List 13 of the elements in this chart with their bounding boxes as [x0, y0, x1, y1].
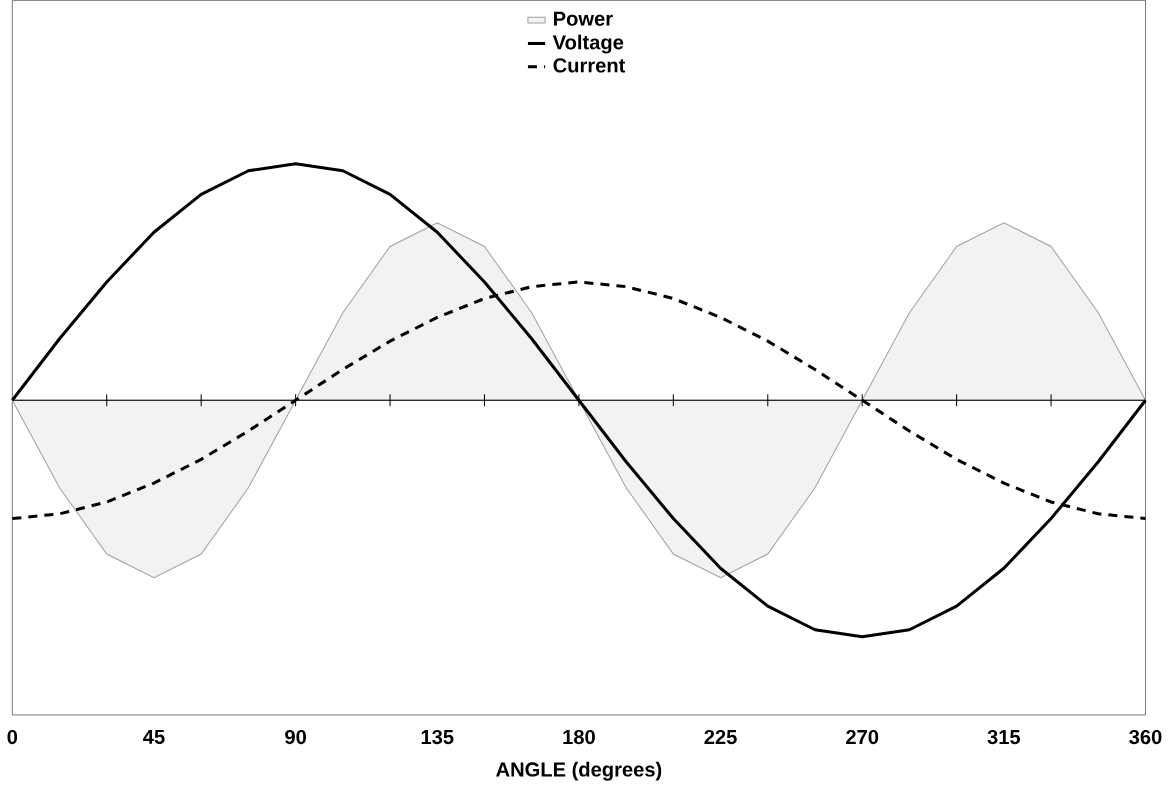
x-tick-label: 0 [7, 729, 18, 744]
x-tick-label: 180 [563, 729, 595, 744]
x-tick-label: 90 [285, 729, 306, 744]
x-tick-label: 225 [704, 729, 737, 744]
legend-label: Power [554, 11, 613, 26]
x-tick-label: 135 [421, 729, 454, 744]
x-tick-label: 270 [846, 729, 879, 744]
x-tick-label: 315 [987, 729, 1021, 744]
x-axis-title: ANGLE (degrees) [496, 761, 662, 781]
legend-label: Voltage [552, 34, 624, 54]
legend-label: Current [553, 58, 626, 73]
x-tick-label: 360 [1129, 729, 1162, 744]
x-tick-label: 45 [143, 729, 165, 744]
